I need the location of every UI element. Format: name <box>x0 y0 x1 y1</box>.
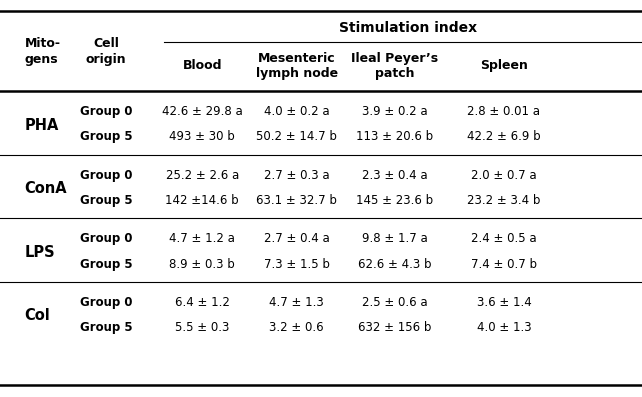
Text: 6.4 ± 1.2: 6.4 ± 1.2 <box>175 296 230 309</box>
Text: Spleen: Spleen <box>480 59 528 72</box>
Text: 2.3 ± 0.4 a: 2.3 ± 0.4 a <box>362 169 428 182</box>
Text: Group 0: Group 0 <box>80 169 132 182</box>
Text: 42.6 ± 29.8 a: 42.6 ± 29.8 a <box>162 106 243 118</box>
Text: 113 ± 20.6 b: 113 ± 20.6 b <box>356 131 433 143</box>
Text: 63.1 ± 32.7 b: 63.1 ± 32.7 b <box>256 194 337 207</box>
Text: 2.0 ± 0.7 a: 2.0 ± 0.7 a <box>471 169 537 182</box>
Text: 2.7 ± 0.4 a: 2.7 ± 0.4 a <box>264 233 329 245</box>
Text: 632 ± 156 b: 632 ± 156 b <box>358 321 431 334</box>
Text: 42.2 ± 6.9 b: 42.2 ± 6.9 b <box>467 131 541 143</box>
Text: Mesenteric
lymph node: Mesenteric lymph node <box>256 52 338 79</box>
Text: 142 ±14.6 b: 142 ±14.6 b <box>166 194 239 207</box>
Text: LPS: LPS <box>24 245 55 260</box>
Text: 62.6 ± 4.3 b: 62.6 ± 4.3 b <box>358 258 431 270</box>
Text: 493 ± 30 b: 493 ± 30 b <box>169 131 235 143</box>
Text: 23.2 ± 3.4 b: 23.2 ± 3.4 b <box>467 194 541 207</box>
Text: Col: Col <box>24 308 50 323</box>
Text: Group 0: Group 0 <box>80 233 132 245</box>
Text: 7.3 ± 1.5 b: 7.3 ± 1.5 b <box>264 258 329 270</box>
Text: 50.2 ± 14.7 b: 50.2 ± 14.7 b <box>256 131 337 143</box>
Text: 4.0 ± 1.3: 4.0 ± 1.3 <box>476 321 532 334</box>
Text: 3.2 ± 0.6: 3.2 ± 0.6 <box>269 321 324 334</box>
Text: 9.8 ± 1.7 a: 9.8 ± 1.7 a <box>362 233 428 245</box>
Text: 3.6 ± 1.4: 3.6 ± 1.4 <box>476 296 532 309</box>
Text: 25.2 ± 2.6 a: 25.2 ± 2.6 a <box>166 169 239 182</box>
Text: 2.5 ± 0.6 a: 2.5 ± 0.6 a <box>362 296 428 309</box>
Text: 2.7 ± 0.3 a: 2.7 ± 0.3 a <box>264 169 329 182</box>
Text: 5.5 ± 0.3: 5.5 ± 0.3 <box>175 321 229 334</box>
Text: Group 0: Group 0 <box>80 296 132 309</box>
Text: 7.4 ± 0.7 b: 7.4 ± 0.7 b <box>471 258 537 270</box>
Text: Cell
origin: Cell origin <box>85 37 126 66</box>
Text: 4.0 ± 0.2 a: 4.0 ± 0.2 a <box>264 106 329 118</box>
Text: Group 5: Group 5 <box>80 321 132 334</box>
Text: Stimulation index: Stimulation index <box>338 21 477 35</box>
Text: Blood: Blood <box>182 59 222 72</box>
Text: PHA: PHA <box>24 118 59 133</box>
Text: 3.9 ± 0.2 a: 3.9 ± 0.2 a <box>362 106 428 118</box>
Text: 4.7 ± 1.3: 4.7 ± 1.3 <box>269 296 324 309</box>
Text: Group 5: Group 5 <box>80 131 132 143</box>
Text: 8.9 ± 0.3 b: 8.9 ± 0.3 b <box>169 258 235 270</box>
Text: 4.7 ± 1.2 a: 4.7 ± 1.2 a <box>169 233 235 245</box>
Text: 2.8 ± 0.01 a: 2.8 ± 0.01 a <box>467 106 541 118</box>
Text: Group 0: Group 0 <box>80 106 132 118</box>
Text: Group 5: Group 5 <box>80 194 132 207</box>
Text: Ileal Peyer’s
patch: Ileal Peyer’s patch <box>351 52 438 79</box>
Text: 145 ± 23.6 b: 145 ± 23.6 b <box>356 194 433 207</box>
Text: Mito-
gens: Mito- gens <box>24 37 60 66</box>
Text: Group 5: Group 5 <box>80 258 132 270</box>
Text: ConA: ConA <box>24 181 67 196</box>
Text: 2.4 ± 0.5 a: 2.4 ± 0.5 a <box>471 233 537 245</box>
